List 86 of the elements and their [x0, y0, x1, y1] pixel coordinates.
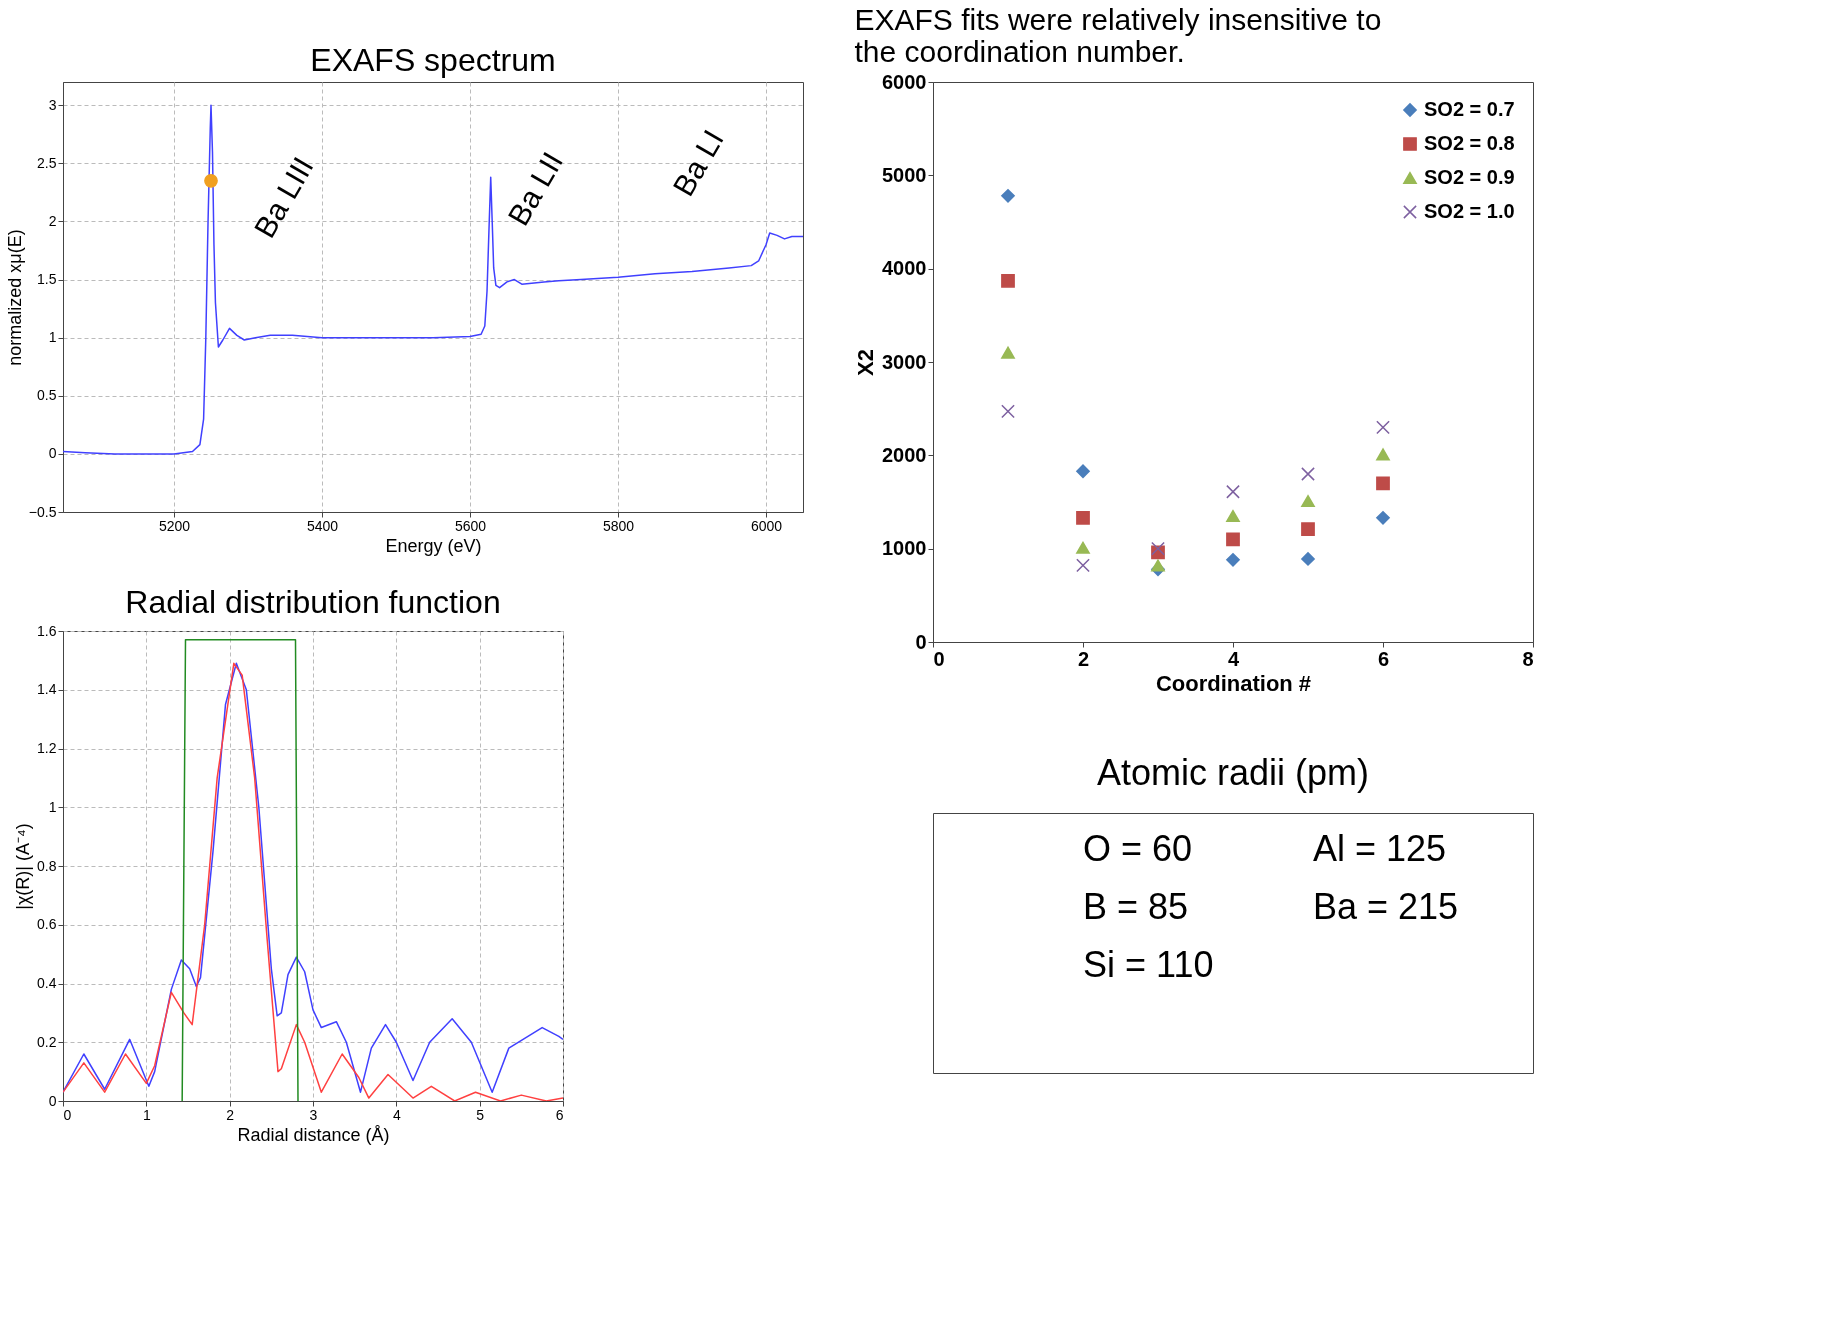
- x-tick-label: 4: [392, 1106, 401, 1123]
- y-tick-label: −0.5: [28, 503, 57, 520]
- x-tick-label: 4: [1227, 647, 1240, 670]
- x-axis-title: Energy (eV): [385, 535, 482, 556]
- point: [1001, 273, 1015, 288]
- y-tick-label: 0.4: [37, 975, 57, 991]
- y-tick-label: 0.8: [37, 857, 57, 874]
- x-tick-label: 0: [63, 1106, 72, 1123]
- y-tick-label: 4000: [882, 257, 927, 280]
- line-series: [63, 104, 803, 455]
- x-tick-label: 6: [1377, 647, 1390, 670]
- chart-title: EXAFS spectrum: [310, 42, 556, 78]
- legend-label: SO2 = 0.8: [1424, 132, 1515, 154]
- x-tick-label: 3: [309, 1106, 318, 1123]
- y-tick-label: 3: [48, 96, 57, 113]
- point: [1301, 522, 1315, 536]
- y-tick-label: 1000: [882, 537, 927, 560]
- point: [1226, 484, 1240, 499]
- x-axis-title: Radial distance (Å): [237, 1124, 390, 1145]
- point: [1226, 509, 1240, 523]
- x-tick-label: 1: [142, 1106, 151, 1123]
- x-tick-label: 2: [1077, 647, 1090, 670]
- y-tick-label: 6000: [882, 70, 927, 93]
- y-tick-label: 5000: [882, 163, 927, 186]
- y-tick-label: 2.5: [37, 154, 57, 171]
- y-tick-label: 1: [48, 798, 57, 815]
- y-tick-label: 0.2: [37, 1033, 57, 1050]
- annotation: Ba LI: [666, 124, 730, 202]
- text: Ba = 215: [1313, 886, 1459, 927]
- point: [1301, 467, 1315, 481]
- point: [1076, 558, 1090, 573]
- chart-title: Radial distribution function: [125, 584, 501, 620]
- point: [1301, 552, 1315, 566]
- x-tick-label: 5: [476, 1106, 485, 1123]
- annotation: Ba LII: [501, 146, 570, 231]
- point: [1151, 541, 1165, 556]
- text: Al = 125: [1313, 828, 1447, 869]
- y-axis-title: normalized xμ(E): [4, 229, 25, 366]
- text: O = 60: [1083, 828, 1193, 869]
- point: [1376, 420, 1390, 435]
- y-tick-label: 1.4: [37, 681, 57, 698]
- x-tick-label: 5200: [158, 517, 191, 534]
- text: Si = 110: [1083, 944, 1214, 985]
- point: [1301, 495, 1315, 508]
- point: [1076, 541, 1090, 554]
- y-tick-label: 1.5: [37, 271, 57, 288]
- point: [1376, 510, 1390, 525]
- x-tick-label: 8: [1522, 647, 1534, 670]
- x-tick-label: 2: [226, 1106, 235, 1123]
- annotation: Ba LIII: [247, 151, 320, 244]
- x-tick-label: 0: [933, 647, 945, 670]
- y-tick-label: 1.6: [37, 622, 57, 639]
- y-tick-label: 0.6: [37, 916, 57, 933]
- y-axis-title: X2: [853, 349, 879, 376]
- y-tick-label: 1.2: [37, 740, 57, 756]
- y-tick-label: 0: [48, 1092, 57, 1109]
- y-tick-label: 0: [48, 445, 57, 462]
- y-tick-label: 0: [915, 630, 927, 653]
- point: [1226, 552, 1240, 567]
- y-tick-label: 2000: [882, 443, 927, 466]
- point: [1076, 464, 1090, 479]
- legend-label: SO2 = 1.0: [1424, 200, 1515, 222]
- x-tick-label: 5600: [454, 517, 487, 534]
- text: Atomic radii (pm): [1096, 752, 1370, 793]
- point: [1376, 448, 1390, 461]
- y-tick-label: 3000: [882, 350, 927, 373]
- legend-label: SO2 = 0.9: [1424, 166, 1515, 188]
- y-tick-label: 1: [48, 329, 57, 346]
- x-tick-label: 5400: [306, 517, 339, 534]
- y-tick-label: 0.5: [37, 387, 57, 404]
- text: B = 85: [1083, 886, 1189, 927]
- point: [1226, 532, 1240, 547]
- point: [1001, 346, 1015, 359]
- y-tick-label: 2: [48, 212, 57, 229]
- y-axis-title: |χ(R)| (A⁻⁴): [13, 823, 34, 910]
- x-tick-label: 6000: [750, 517, 783, 534]
- point: [1376, 476, 1390, 491]
- point: [1001, 404, 1015, 419]
- legend-label: SO2 = 0.7: [1424, 98, 1515, 120]
- x-axis-title: Coordination #: [1155, 670, 1312, 696]
- x-tick-label: 5800: [602, 517, 635, 534]
- chart-title: EXAFS fits were relatively insensitive to the coordination number.: [854, 3, 1382, 68]
- point: [1151, 559, 1165, 572]
- point: [1001, 188, 1015, 203]
- point: [1076, 510, 1090, 525]
- x-tick-label: 6: [555, 1106, 564, 1123]
